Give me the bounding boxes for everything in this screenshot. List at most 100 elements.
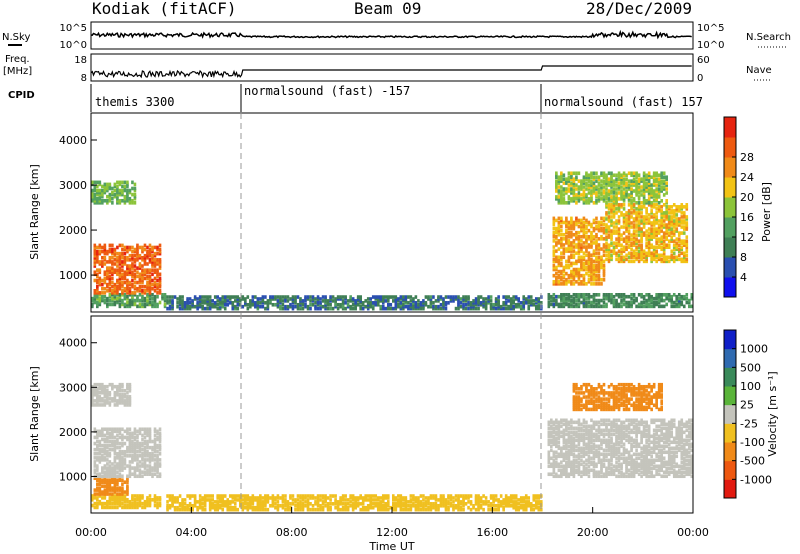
- heatmap-cell: [304, 302, 307, 307]
- heatmap-cell: [116, 298, 119, 303]
- heatmap-cell: [123, 302, 127, 307]
- heatmap-cell: [186, 301, 189, 305]
- heatmap-cell: [565, 259, 568, 264]
- heatmap-cell: [580, 470, 583, 475]
- heatmap-cell: [98, 494, 102, 498]
- heatmap-cell: [590, 257, 593, 262]
- heatmap-cell: [96, 482, 99, 486]
- heatmap-cell: [497, 306, 500, 311]
- heatmap-cell: [677, 257, 681, 262]
- heatmap-cell: [216, 502, 220, 506]
- heatmap-cell: [141, 462, 144, 466]
- heatmap-cell: [565, 424, 568, 429]
- heatmap-cell: [356, 299, 360, 303]
- heatmap-cell: [602, 181, 606, 185]
- heatmap-cell: [517, 302, 521, 307]
- heatmap-cell: [146, 445, 149, 450]
- heatmap-cell: [587, 201, 591, 205]
- heatmap-cell: [597, 300, 601, 305]
- heatmap-cell: [223, 503, 227, 508]
- heatmap-cell: [562, 282, 566, 286]
- heatmap-cell: [667, 211, 671, 215]
- heatmap-cell: [572, 292, 576, 297]
- heatmap-cell: [597, 259, 601, 264]
- heatmap-cell: [645, 185, 648, 189]
- heatmap-cell: [133, 302, 137, 307]
- heatmap-cell: [527, 503, 531, 508]
- heatmap-cell: [570, 224, 573, 229]
- heatmap-cell: [244, 498, 247, 502]
- heatmap-cell: [562, 452, 566, 457]
- heatmap-cell: [294, 500, 297, 504]
- heatmap-cell: [221, 302, 225, 307]
- heatmap-cell: [138, 262, 142, 266]
- heatmap-cell: [580, 249, 583, 253]
- heatmap-cell: [605, 302, 608, 307]
- heatmap-cell: [176, 304, 179, 309]
- heatmap-cell: [93, 251, 97, 256]
- heatmap-cell: [467, 505, 470, 510]
- heatmap-cell: [93, 245, 97, 250]
- heatmap-cell: [680, 239, 684, 243]
- heatmap-cell: [304, 304, 307, 309]
- heatmap-cell: [208, 299, 212, 303]
- heatmap-cell: [582, 468, 586, 473]
- heatmap-cell: [148, 296, 152, 301]
- heatmap-cell: [592, 191, 596, 195]
- heatmap-cell: [366, 503, 370, 508]
- heatmap-cell: [106, 492, 109, 496]
- heatmap-cell: [96, 403, 99, 407]
- heatmap-cell: [136, 270, 139, 275]
- heatmap-cell: [682, 215, 686, 219]
- heatmap-cell: [306, 502, 310, 506]
- heatmap-cell: [101, 245, 104, 250]
- heatmap-cell: [685, 223, 689, 227]
- heatmap-cell: [108, 486, 112, 490]
- heatmap-cell: [512, 505, 515, 510]
- heatmap-cell: [113, 449, 117, 454]
- heatmap-cell: [281, 299, 285, 303]
- heatmap-cell: [570, 434, 573, 439]
- heatmap-cell: [146, 503, 149, 508]
- heatmap-cell: [429, 301, 433, 305]
- heatmap-cell: [632, 253, 636, 258]
- heatmap-cell: [128, 464, 132, 468]
- heatmap-cell: [662, 253, 666, 258]
- heatmap-cell: [635, 211, 638, 215]
- heatmap-cell: [213, 505, 217, 510]
- heatmap-cell: [610, 173, 613, 178]
- heatmap-cell: [617, 241, 621, 245]
- heatmap-cell: [672, 225, 676, 229]
- heatmap-cell: [617, 177, 621, 181]
- heatmap-cell: [93, 447, 97, 452]
- heatmap-cell: [103, 458, 107, 462]
- heatmap-cell: [447, 301, 450, 305]
- heatmap-cell: [610, 243, 613, 248]
- heatmap-cell: [572, 426, 576, 431]
- heatmap-cell: [627, 185, 631, 189]
- heatmap-cell: [111, 486, 114, 490]
- heatmap-cell: [291, 297, 295, 301]
- heatmap-cell: [261, 304, 265, 309]
- heatmap-cell: [123, 194, 127, 199]
- heatmap-cell: [259, 496, 262, 500]
- heatmap-cell: [630, 171, 633, 176]
- heatmap-cell: [171, 502, 174, 506]
- heatmap-cell: [675, 255, 679, 260]
- heatmap-cell: [622, 217, 626, 221]
- heatmap-cell: [136, 274, 139, 279]
- heatmap-cell: [650, 251, 653, 256]
- heatmap-cell: [577, 239, 581, 243]
- heatmap-cell: [91, 397, 94, 401]
- heatmap-cell: [98, 298, 102, 303]
- heatmap-cell: [146, 498, 149, 502]
- heatmap-cell: [527, 299, 531, 303]
- heatmap-cell: [153, 245, 157, 250]
- heatmap-cell: [575, 234, 578, 239]
- heatmap-cell: [304, 500, 307, 504]
- heatmap-cell: [567, 462, 571, 467]
- heatmap-cell: [131, 433, 134, 438]
- heatmap-cell: [467, 297, 470, 301]
- heatmap-cell: [647, 217, 651, 221]
- heatmap-cell: [517, 502, 521, 506]
